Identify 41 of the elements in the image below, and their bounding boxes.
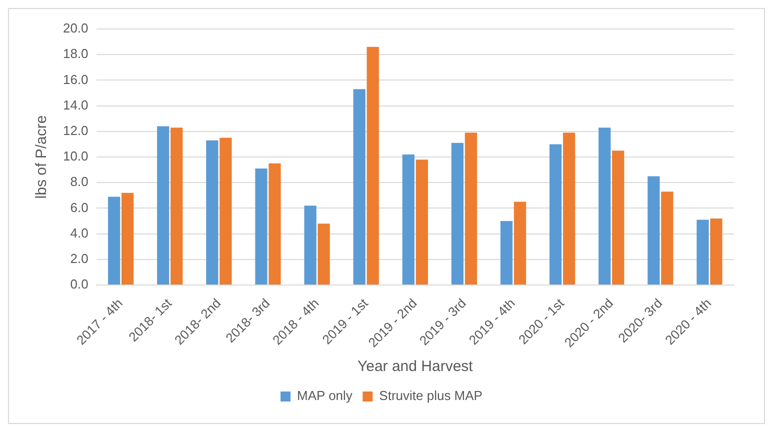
bar xyxy=(318,224,330,285)
bar xyxy=(562,132,576,285)
y-tick-label: 10.0 xyxy=(62,148,88,164)
bar xyxy=(122,192,134,285)
bar xyxy=(696,220,709,285)
legend-label: Struvite plus MAP xyxy=(379,388,482,404)
bar xyxy=(648,176,660,285)
legend-label: MAP only xyxy=(297,388,353,404)
bar xyxy=(353,89,366,285)
bar xyxy=(206,140,218,285)
bar xyxy=(451,142,464,285)
x-axis-title: Year and Harvest xyxy=(357,358,474,376)
bar xyxy=(402,154,414,285)
y-tick-label: 18.0 xyxy=(62,46,88,62)
bar xyxy=(170,128,183,285)
bar xyxy=(268,163,281,285)
bar xyxy=(157,126,170,285)
bar xyxy=(416,160,428,285)
y-tick-label: 8.0 xyxy=(70,174,88,190)
bar xyxy=(304,206,316,285)
y-tick-label: 0.0 xyxy=(70,276,88,292)
bar xyxy=(108,196,120,285)
y-tick-label: 14.0 xyxy=(62,97,88,112)
bar xyxy=(612,150,624,285)
bar xyxy=(514,202,526,285)
bar xyxy=(464,132,478,285)
y-axis-title: lbs of P/acre xyxy=(33,115,50,199)
bar xyxy=(220,138,232,285)
bar xyxy=(661,192,674,285)
y-tick-label: 2.0 xyxy=(70,250,88,266)
bar xyxy=(366,46,379,285)
bar xyxy=(598,128,611,285)
y-tick-label: 12.0 xyxy=(62,122,88,138)
y-tick-label: 4.0 xyxy=(70,225,88,240)
bar xyxy=(710,218,722,285)
bar xyxy=(549,144,562,285)
bar xyxy=(255,168,268,285)
y-tick-label: 16.0 xyxy=(62,72,88,87)
y-tick-label: 6.0 xyxy=(70,200,88,215)
bar xyxy=(500,221,513,285)
y-tick-label: 20.0 xyxy=(62,20,88,36)
